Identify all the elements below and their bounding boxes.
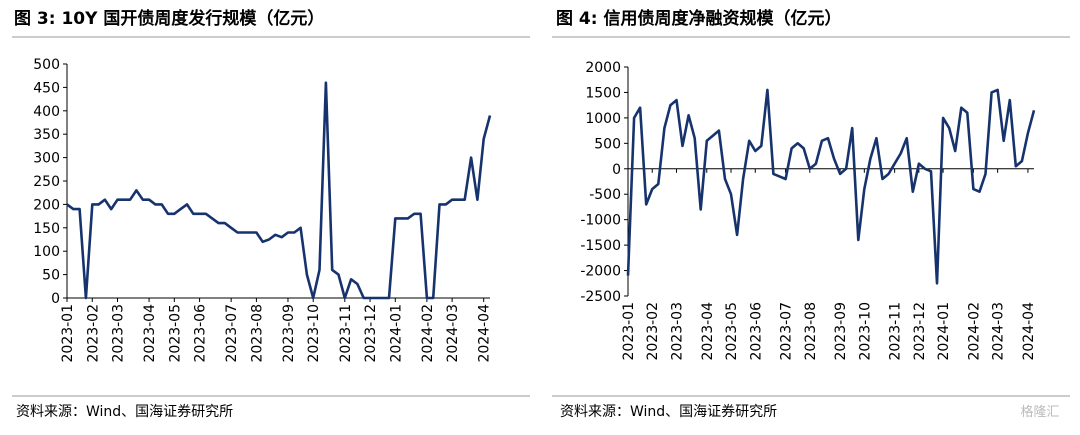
x-tick-label: 2023-05	[167, 304, 183, 363]
y-tick-label: 1500	[585, 85, 621, 101]
x-tick-label: 2023-04	[142, 304, 158, 363]
x-tick-label: 2024-01	[936, 302, 952, 361]
y-tick-label: -1500	[580, 238, 621, 254]
y-tick-label: -1000	[580, 213, 621, 229]
y-tick-label: -2000	[580, 264, 621, 280]
y-tick-label: -2500	[580, 289, 621, 305]
y-tick-label: 500	[594, 136, 621, 152]
y-tick-label: 2000	[585, 60, 621, 76]
x-tick-label: 2023-05	[724, 302, 740, 361]
x-tick-label: 2023-12	[363, 304, 379, 363]
x-tick-label: 2024-01	[388, 304, 404, 363]
x-tick-label: 2023-11	[888, 302, 904, 361]
chart-title: 图 4: 信用债周度净融资规模（亿元）	[556, 8, 841, 29]
line-series	[66, 81, 492, 300]
chart-title: 图 3: 10Y 国开债周度发行规模（亿元）	[14, 8, 324, 29]
y-tick-label: 350	[33, 127, 60, 143]
y-tick-label: -500	[589, 187, 621, 203]
x-tick-label: 2024-03	[445, 304, 461, 363]
x-tick-label: 2023-08	[803, 302, 819, 361]
x-tick-label: 2024-03	[991, 302, 1007, 361]
y-tick-label: 400	[33, 104, 60, 120]
source: 资料来源：Wind、国海证券研究所	[16, 404, 233, 420]
y-tick-label: 100	[33, 244, 60, 260]
x-tick-label: 2023-03	[669, 302, 685, 361]
y-tick-label: 50	[42, 268, 60, 284]
x-tick-label: 2023-09	[833, 302, 849, 361]
x-tick-label: 2024-04	[1021, 302, 1037, 361]
x-tick-label: 2023-06	[193, 304, 209, 363]
x-tick-label: 2023-08	[249, 304, 265, 363]
y-tick-label: 1000	[585, 111, 621, 127]
x-tick-label: 2023-09	[281, 304, 297, 363]
x-tick-label: 2023-06	[748, 302, 764, 361]
y-tick-label: 0	[51, 291, 60, 307]
x-tick-label: 2023-03	[111, 304, 127, 363]
x-tick-label: 2023-07	[224, 304, 240, 363]
watermark: 格隆汇	[1020, 404, 1059, 420]
x-tick-label: 2023-01	[60, 304, 76, 363]
x-tick-label: 2024-02	[420, 304, 436, 363]
x-tick-label: 2023-10	[857, 302, 873, 361]
y-tick-label: 150	[33, 221, 60, 237]
x-tick-label: 2023-02	[85, 304, 101, 363]
x-tick-label: 2023-11	[338, 304, 354, 363]
x-tick-label: 2023-07	[779, 302, 795, 361]
x-tick-label: 2023-12	[912, 302, 928, 361]
x-tick-label: 2023-01	[621, 302, 637, 361]
y-tick-label: 250	[33, 174, 60, 190]
y-tick-label: 0	[612, 162, 621, 178]
x-tick-label: 2024-04	[477, 304, 493, 363]
x-tick-label: 2023-10	[306, 304, 322, 363]
x-tick-label: 2023-02	[645, 302, 661, 361]
y-tick-label: 200	[33, 197, 60, 213]
x-tick-label: 2023-04	[700, 302, 716, 361]
line-series	[626, 88, 1036, 285]
x-tick-label: 2024-02	[966, 302, 982, 361]
source: 资料来源：Wind、国海证券研究所	[560, 404, 777, 420]
y-tick-label: 450	[33, 80, 60, 96]
y-tick-label: 500	[33, 57, 60, 73]
y-tick-label: 300	[33, 151, 60, 167]
